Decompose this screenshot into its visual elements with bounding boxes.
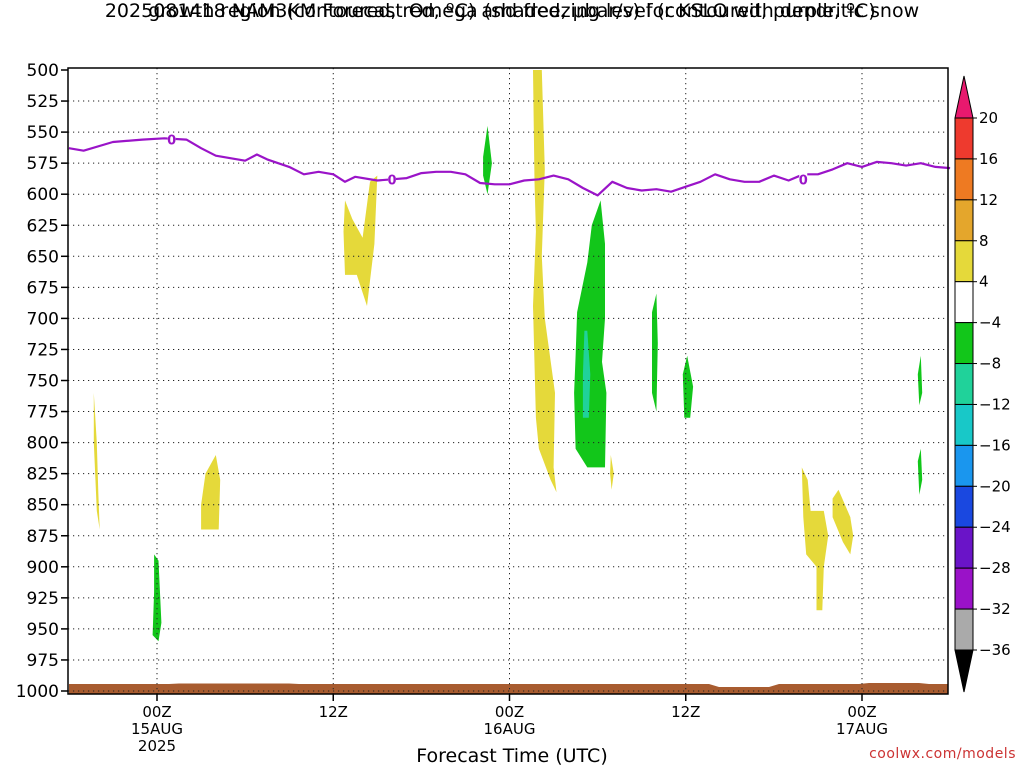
- omega-region-10: [682, 355, 694, 418]
- colorbar-swatch: [954, 608, 974, 651]
- y-tick-label: 900: [27, 558, 59, 578]
- x-tick-label: 00Z: [142, 703, 171, 721]
- y-tick-label: 525: [27, 92, 59, 112]
- y-tick-label: 975: [27, 651, 59, 671]
- surface-band: [69, 683, 948, 694]
- colorbar-label: −36: [979, 641, 1011, 659]
- x-tick-label: 00Z: [495, 703, 524, 721]
- y-tick-label: 825: [27, 465, 59, 485]
- y-tick-label: 650: [27, 247, 59, 267]
- y-tick-label: 625: [27, 216, 59, 236]
- freezing-level-label-bg: [167, 132, 176, 146]
- freezing-level-label-bg: [388, 172, 396, 186]
- x-tick-label: 00Z: [847, 703, 876, 721]
- colorbar-label: 8: [979, 232, 989, 250]
- x-tick-label: 12Z: [671, 703, 700, 721]
- colorbar-label: 12: [979, 191, 998, 209]
- omega-shaded-regions: [93, 70, 923, 642]
- colorbar: 20 16 12 8 4 −4 −8 −12 −16 −20 −24 −28 −32 −36: [954, 75, 1011, 693]
- omega-region-9: [652, 293, 658, 412]
- freezing-level-label: 0: [387, 173, 396, 188]
- y-tick-label: 775: [27, 403, 59, 423]
- colorbar-label: −32: [979, 600, 1011, 618]
- x-tick-label: 17AUG: [836, 720, 888, 738]
- colorbar-swatch: [954, 363, 974, 405]
- omega-region-11: [801, 467, 829, 611]
- omega-region-4: [483, 125, 492, 195]
- colorbar-swatch: [954, 117, 974, 160]
- omega-region-1: [201, 455, 221, 530]
- grid-lines: [68, 68, 948, 694]
- colorbar-label: −8: [979, 355, 1001, 373]
- x-tick-label: 16AUG: [484, 720, 536, 738]
- x-tick-label: 2025: [138, 737, 176, 755]
- y-tick-label: 550: [27, 123, 59, 143]
- omega-region-14: [917, 448, 923, 495]
- chart-title-line-1: 2025081418 NAM3KM Forecast Omega (shaded…: [104, 0, 920, 22]
- colorbar-swatch: [954, 526, 974, 569]
- colorbar-bottom-arrow: [954, 649, 974, 693]
- x-tick-label: 15AUG: [131, 720, 183, 738]
- freezing-level-line: [68, 137, 951, 197]
- freezing-level-label: 0: [167, 134, 176, 149]
- y-tick-label: 950: [27, 620, 59, 640]
- omega-region-0: [93, 392, 100, 530]
- omega-region-2: [152, 554, 162, 642]
- y-tick-label: 875: [27, 527, 59, 547]
- colorbar-label: −24: [979, 518, 1011, 536]
- colorbar-swatch: [954, 199, 974, 242]
- x-tick-label: 12Z: [319, 703, 348, 721]
- x-axis-label: Forecast Time (UTC): [416, 745, 608, 767]
- omega-region-13: [917, 355, 923, 406]
- y-tick-label: 725: [27, 340, 59, 360]
- y-tick-label: 750: [27, 372, 59, 392]
- colorbar-top-arrow: [954, 75, 974, 119]
- y-tick-label: 850: [27, 496, 59, 516]
- y-tick-label: 700: [27, 309, 59, 329]
- colorbar-label: 4: [979, 273, 989, 291]
- chart-title-line-2: growth region (contoured, red, ºC) and f…: [148, 0, 876, 22]
- colorbar-swatch: [954, 444, 974, 487]
- colorbar-label: −16: [979, 436, 1011, 454]
- y-tick-label: 675: [27, 278, 59, 298]
- colorbar-swatch: [954, 567, 974, 610]
- colorbar-label: −4: [979, 314, 1001, 332]
- freezing-level-label: 0: [799, 173, 808, 188]
- omega-region-12: [832, 489, 854, 555]
- colorbar-swatch: [954, 281, 974, 324]
- freezing-level-contour: 0 0 0: [68, 132, 951, 197]
- y-tick-label: 925: [27, 589, 59, 609]
- colorbar-label: −28: [979, 559, 1011, 577]
- omega-region-5: [533, 70, 557, 493]
- surface-ground-fill: [69, 683, 948, 694]
- y-tick-label: 500: [27, 61, 59, 81]
- colorbar-label: 16: [979, 150, 998, 168]
- y-tick-label: 1000: [16, 682, 59, 702]
- colorbar-swatch: [954, 485, 974, 528]
- omega-region-8: [610, 455, 614, 490]
- y-tick-label: 800: [27, 434, 59, 454]
- colorbar-swatch: [954, 158, 974, 201]
- omega-region-6: [574, 200, 607, 468]
- y-tick-label: 575: [27, 154, 59, 174]
- colorbar-swatch: [954, 322, 974, 365]
- omega-region-3: [343, 175, 378, 306]
- credit-text: coolwx.com/models: [869, 746, 1016, 762]
- omega-region-7: [582, 330, 591, 418]
- y-tick-label: 600: [27, 185, 59, 205]
- colorbar-swatch: [954, 240, 974, 283]
- colorbar-swatch: [954, 403, 974, 446]
- colorbar-label: −12: [979, 395, 1011, 413]
- freezing-level-label-bg: [799, 172, 808, 186]
- colorbar-label: −20: [979, 477, 1011, 495]
- colorbar-label: 20: [979, 109, 998, 127]
- y-axis-ticks: 500 525 550 575 600 625 650 675 700 725 750 775 800 8…: [16, 61, 68, 702]
